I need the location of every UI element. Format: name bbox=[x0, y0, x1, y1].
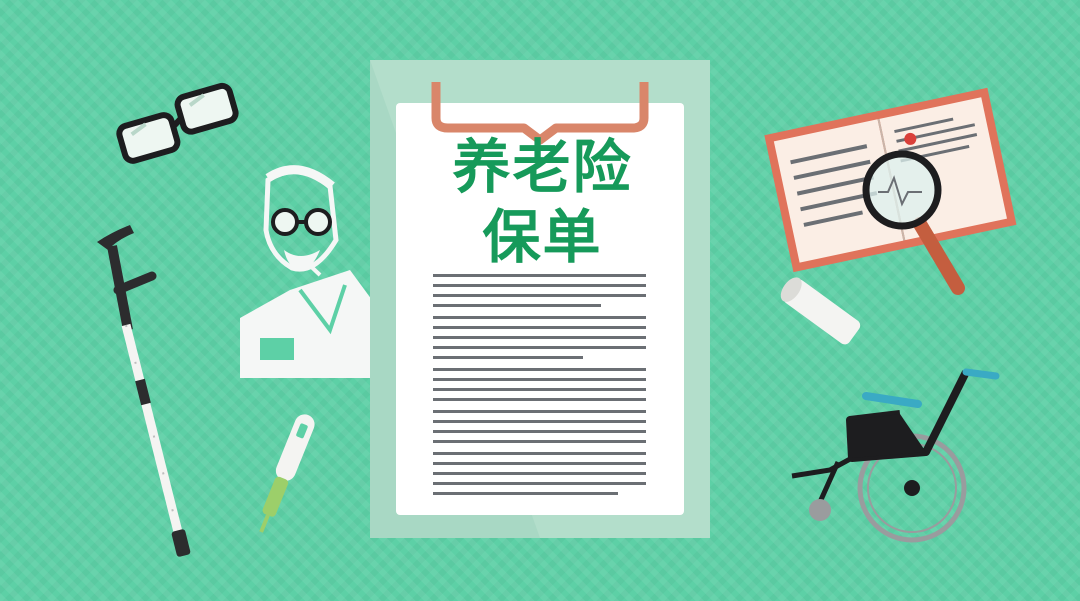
thermometer-icon bbox=[259, 414, 315, 533]
wheelchair-icon bbox=[791, 368, 1000, 543]
crutch-icon bbox=[97, 225, 191, 557]
glasses-icon bbox=[116, 82, 239, 164]
paper-roll-icon bbox=[780, 277, 861, 345]
clipboard-icon bbox=[370, 60, 710, 538]
elderly-man-icon bbox=[240, 165, 372, 378]
policy-title-line1: 养老险 bbox=[452, 133, 633, 201]
document-text-lines bbox=[433, 274, 646, 495]
magnifier-icon bbox=[862, 150, 965, 295]
policy-title-line2: 保单 bbox=[482, 203, 603, 271]
